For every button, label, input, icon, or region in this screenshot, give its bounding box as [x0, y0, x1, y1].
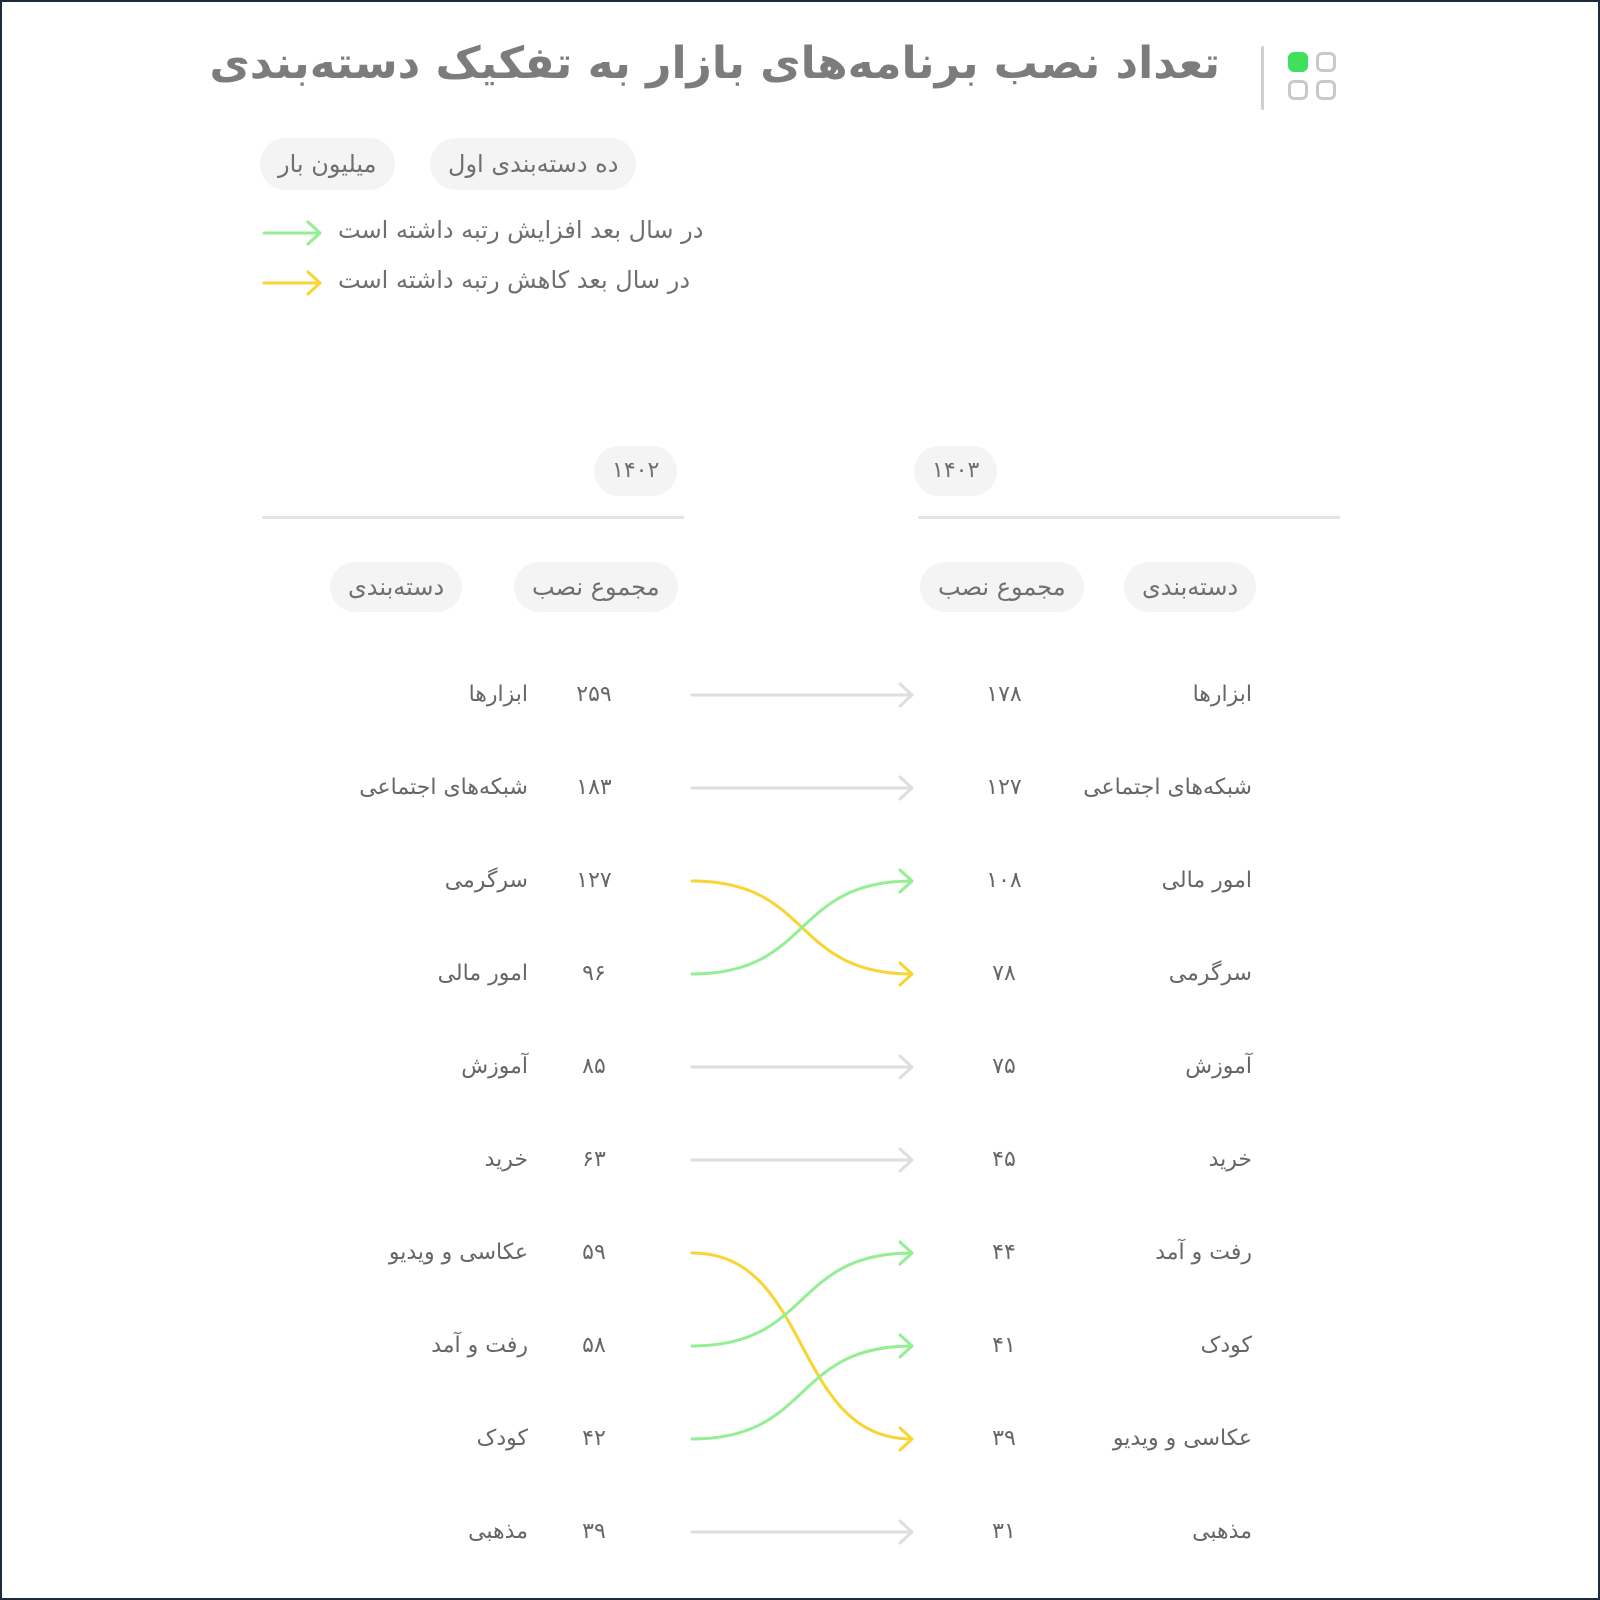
title-divider — [1261, 46, 1264, 110]
category-1403: آموزش — [1185, 1054, 1252, 1079]
installs-1403: ۱۲۷ — [986, 775, 1022, 800]
category-1403: عکاسی و ویدیو — [1112, 1426, 1252, 1451]
category-1403: مذهبی — [1192, 1519, 1252, 1544]
legend-decrease-label: در سال بعد کاهش رتبه داشته است — [338, 266, 691, 294]
installs-1402: ۶۳ — [582, 1147, 606, 1172]
category-1402: امور مالی — [437, 961, 528, 986]
app-grid-icon — [1288, 52, 1344, 108]
chart-title: تعداد نصب برنامه‌های بازار به تفکیک دسته… — [209, 38, 1220, 89]
installs-1402: ۳۹ — [582, 1519, 606, 1544]
legend-increase-label: در سال بعد افزایش رتبه داشته است — [338, 216, 704, 244]
category-1403: ابزارها — [1192, 682, 1252, 707]
category-1402: خرید — [484, 1147, 528, 1172]
installs-1403: ۴۵ — [992, 1147, 1016, 1172]
tag-unit: میلیون بار — [260, 138, 395, 190]
category-1402: رفت و آمد — [431, 1333, 528, 1358]
installs-1403: ۴۱ — [992, 1333, 1016, 1358]
header-category-1402: دسته‌بندی — [330, 562, 463, 612]
installs-1402: ۵۹ — [582, 1240, 606, 1265]
header-installs-1403: مجموع نصب — [920, 562, 1084, 612]
rank-connector-increase — [690, 1333, 914, 1441]
installs-1402: ۱۸۳ — [576, 775, 612, 800]
installs-1403: ۱۰۸ — [986, 868, 1022, 893]
rule-1403 — [918, 516, 1340, 519]
logo-square — [1316, 52, 1336, 72]
category-1402: مذهبی — [468, 1519, 528, 1544]
installs-1403: ۳۱ — [992, 1519, 1016, 1544]
category-1403: خرید — [1208, 1147, 1252, 1172]
logo-square-active — [1288, 52, 1308, 72]
installs-1403: ۷۸ — [992, 961, 1016, 986]
category-1403: شبکه‌های اجتماعی — [1083, 775, 1252, 800]
logo-square — [1316, 80, 1336, 100]
year-label-1402: ۱۴۰۲ — [594, 446, 678, 496]
installs-1403: ۱۷۸ — [986, 682, 1022, 707]
category-1402: کودک — [476, 1426, 528, 1451]
header-category-1403: دسته‌بندی — [1124, 562, 1257, 612]
installs-1402: ۸۵ — [582, 1054, 606, 1079]
rank-connector-same — [690, 1519, 914, 1545]
rank-connector-increase — [690, 1240, 914, 1348]
installs-1402: ۲۵۹ — [576, 682, 612, 707]
category-1402: آموزش — [461, 1054, 528, 1079]
rank-connector-decrease — [690, 1251, 914, 1452]
year-label-1403: ۱۴۰۳ — [914, 446, 998, 496]
rank-connector-same — [690, 1054, 914, 1080]
installs-1403: ۳۹ — [992, 1426, 1016, 1451]
rank-connector-decrease — [690, 879, 914, 987]
category-1403: سرگرمی — [1168, 961, 1252, 986]
installs-1402: ۴۲ — [582, 1426, 606, 1451]
installs-1402: ۱۲۷ — [576, 868, 612, 893]
installs-1403: ۷۵ — [992, 1054, 1016, 1079]
tag-top10: ده دسته‌بندی اول — [430, 138, 637, 190]
rank-connector-same — [690, 775, 914, 801]
category-1402: عکاسی و ویدیو — [388, 1240, 528, 1265]
logo-square — [1288, 80, 1308, 100]
category-1402: شبکه‌های اجتماعی — [359, 775, 528, 800]
installs-1402: ۹۶ — [582, 961, 606, 986]
rank-connector-increase — [690, 868, 914, 976]
rule-1402 — [262, 516, 684, 519]
category-1403: امور مالی — [1161, 868, 1252, 893]
category-1403: رفت و آمد — [1155, 1240, 1252, 1265]
header-installs-1402: مجموع نصب — [514, 562, 678, 612]
installs-1403: ۴۴ — [992, 1240, 1016, 1265]
category-1402: ابزارها — [468, 682, 528, 707]
rank-connector-same — [690, 682, 914, 708]
arrow-right-icon — [262, 220, 322, 246]
installs-1402: ۵۸ — [582, 1333, 606, 1358]
rank-connector-same — [690, 1147, 914, 1173]
category-1402: سرگرمی — [444, 868, 528, 893]
category-1403: کودک — [1200, 1333, 1252, 1358]
arrow-right-icon — [262, 270, 322, 296]
